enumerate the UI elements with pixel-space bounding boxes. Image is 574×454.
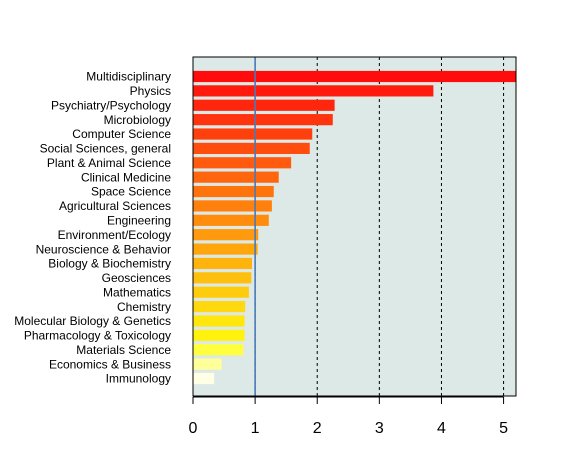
- bar: [193, 200, 272, 212]
- category-label: Clinical Medicine: [81, 170, 171, 184]
- x-axis: 0 1 2 3 4 5: [189, 396, 508, 437]
- x-tick-label: 4: [437, 420, 446, 437]
- category-label: Mathematics: [103, 285, 171, 299]
- category-label: Plant & Animal Science: [47, 156, 171, 170]
- bar: [193, 229, 259, 241]
- category-labels: MultidisciplinaryPhysicsPsychiatry/Psych…: [14, 70, 171, 386]
- bar: [193, 315, 245, 327]
- bar: [193, 142, 310, 155]
- plot-frame: [192, 56, 517, 397]
- x-tick-label: 0: [189, 420, 198, 437]
- category-label: Microbiology: [104, 113, 171, 127]
- category-label: Agricultural Sciences: [59, 199, 171, 213]
- bar: [193, 286, 249, 298]
- category-label: Neuroscience & Behavior: [36, 242, 171, 256]
- x-tick-label: 5: [499, 420, 508, 437]
- bar: [193, 70, 516, 83]
- bar: [193, 344, 244, 356]
- bar: [193, 157, 292, 169]
- category-label: Molecular Biology & Genetics: [14, 314, 171, 328]
- plot-background: [193, 57, 516, 396]
- bar: [193, 214, 269, 226]
- bar: [193, 300, 246, 313]
- bar: [193, 372, 215, 385]
- x-tick-label: 2: [313, 420, 322, 437]
- category-label: Economics & Business: [49, 357, 171, 371]
- bar: [193, 85, 434, 97]
- bar: [193, 257, 253, 270]
- category-label: Immunology: [106, 372, 171, 386]
- category-label: Physics: [130, 84, 171, 98]
- bar: [193, 358, 222, 370]
- bars: [193, 70, 516, 385]
- bar: [193, 171, 279, 183]
- bar: [193, 272, 252, 284]
- category-label: Biology & Biochemistry: [48, 257, 171, 271]
- category-label: Geosciences: [102, 271, 171, 285]
- category-label: Psychiatry/Psychology: [51, 98, 171, 112]
- category-label: Engineering: [107, 214, 171, 228]
- category-label: Computer Science: [72, 127, 171, 141]
- bar: [193, 329, 245, 341]
- category-label: Multidisciplinary: [86, 70, 171, 84]
- x-tick-label: 1: [251, 420, 260, 437]
- category-label: Chemistry: [117, 300, 171, 314]
- bar: [193, 185, 274, 198]
- category-label: Space Science: [91, 185, 171, 199]
- bar: [193, 128, 313, 140]
- category-label: Pharmacology & Toxicology: [24, 329, 171, 343]
- bar: [193, 243, 258, 255]
- category-label: Materials Science: [76, 343, 171, 357]
- category-label: Environment/Ecology: [58, 228, 171, 242]
- bar: [193, 99, 335, 111]
- x-tick-label: 3: [375, 420, 384, 437]
- category-label: Social Sciences, general: [40, 142, 171, 156]
- bar: [193, 114, 333, 126]
